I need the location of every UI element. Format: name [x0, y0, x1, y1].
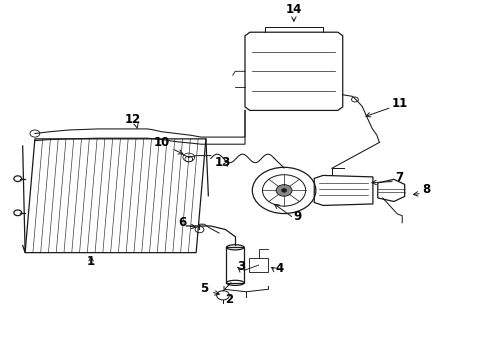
Text: 10: 10 — [154, 136, 170, 149]
Text: 13: 13 — [215, 156, 231, 169]
Bar — [226, 247, 244, 283]
Text: 6: 6 — [178, 216, 187, 229]
Text: 7: 7 — [395, 171, 403, 184]
Circle shape — [282, 189, 287, 192]
Text: 3: 3 — [238, 260, 246, 274]
Text: 2: 2 — [225, 293, 233, 306]
Text: 12: 12 — [124, 113, 141, 126]
Text: 9: 9 — [294, 211, 302, 224]
Text: 11: 11 — [392, 96, 408, 109]
Text: 1: 1 — [87, 255, 95, 268]
Text: 8: 8 — [422, 183, 430, 196]
Text: 4: 4 — [276, 262, 284, 275]
Text: 14: 14 — [286, 3, 302, 15]
Text: 5: 5 — [200, 282, 209, 295]
Circle shape — [276, 185, 292, 196]
